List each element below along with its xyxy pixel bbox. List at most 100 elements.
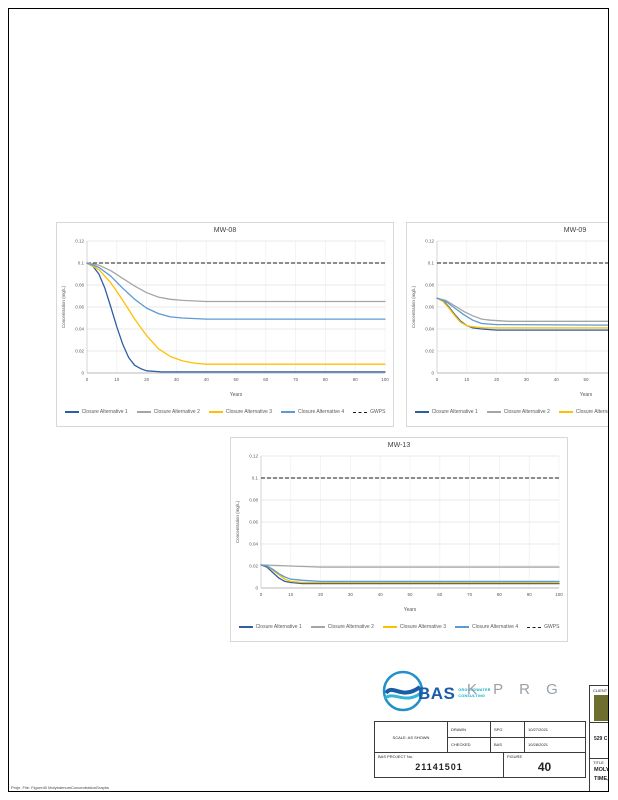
svg-text:0: 0 bbox=[431, 371, 434, 376]
project-cell: BAS PROJECT No. 21141501 bbox=[375, 753, 504, 777]
svg-text:0.02: 0.02 bbox=[75, 349, 84, 354]
legend-label: Closure Alternative 2 bbox=[153, 409, 200, 415]
svg-text:0.12: 0.12 bbox=[75, 239, 84, 244]
legend-line-icon bbox=[208, 411, 223, 413]
drawn-label: DRAWN bbox=[451, 726, 466, 732]
svg-text:0: 0 bbox=[260, 592, 263, 597]
svg-text:0.1: 0.1 bbox=[78, 261, 85, 266]
svg-text:Years: Years bbox=[230, 392, 243, 398]
checked-row: CHECKED BAS 10/28/2021 bbox=[448, 736, 585, 752]
svg-text:20: 20 bbox=[318, 592, 324, 597]
svg-text:30: 30 bbox=[348, 592, 354, 597]
legend-item: Closure Alternative 1 bbox=[238, 624, 302, 630]
svg-text:60: 60 bbox=[263, 377, 269, 382]
client-logo-icon bbox=[594, 695, 608, 721]
legend-label: Closure Alternative 3 bbox=[399, 624, 446, 630]
svg-text:80: 80 bbox=[323, 377, 329, 382]
divider bbox=[590, 722, 608, 723]
legend-label: Closure Alternative 1 bbox=[431, 409, 478, 415]
svg-text:0.06: 0.06 bbox=[75, 305, 84, 310]
legend-line-icon bbox=[310, 626, 325, 628]
kprg-logo: K P R G bbox=[467, 681, 564, 698]
checked-by: BAS bbox=[490, 737, 524, 752]
checked-label: CHECKED bbox=[451, 742, 471, 748]
svg-text:0.08: 0.08 bbox=[425, 283, 434, 288]
chart-title: MW-13 bbox=[387, 442, 411, 449]
legend-label: Closure Alternative 3 bbox=[225, 409, 272, 415]
legend-label: GWPS bbox=[544, 624, 560, 630]
svg-text:Years: Years bbox=[404, 607, 417, 613]
legend-line-icon bbox=[281, 411, 295, 413]
svg-text:0.1: 0.1 bbox=[252, 476, 259, 481]
legend-item: Closure Alternative 4 bbox=[281, 409, 344, 415]
chart-legend: Closure Alternative 1 Closure Alternative… bbox=[407, 402, 608, 422]
divider bbox=[590, 758, 608, 759]
title-label: TITLE bbox=[593, 760, 604, 765]
svg-text:0.12: 0.12 bbox=[249, 454, 258, 459]
figure-number: 40 bbox=[537, 759, 552, 774]
svg-text:20: 20 bbox=[494, 377, 500, 382]
svg-text:10: 10 bbox=[288, 592, 294, 597]
legend-line-icon bbox=[558, 411, 573, 413]
bas-logo-text: BAS bbox=[418, 683, 456, 703]
legend-dashed-line-icon bbox=[353, 411, 368, 413]
legend-label: Closure Alternative 2 bbox=[503, 409, 550, 415]
svg-text:Concentration (mg/L): Concentration (mg/L) bbox=[235, 500, 240, 543]
drawn-date: 10/27/2021 bbox=[524, 722, 585, 737]
svg-text:50: 50 bbox=[233, 377, 239, 382]
chart-title: MW-08 bbox=[213, 227, 237, 234]
legend-line-icon bbox=[64, 411, 79, 413]
chart-title: MW-09 bbox=[563, 227, 587, 234]
title-block: SCALE: AS SHOWN DRAWN SPG 10/27/2021 CHE… bbox=[374, 721, 586, 778]
svg-text:0: 0 bbox=[436, 377, 439, 382]
figure-cell: FIGURE 40 bbox=[504, 753, 585, 777]
project-number: 21141501 bbox=[415, 761, 463, 772]
drawn-by: SPG bbox=[490, 722, 524, 737]
legend-item: Closure Alternative 3 bbox=[558, 409, 608, 415]
svg-text:0.04: 0.04 bbox=[249, 542, 258, 547]
svg-text:0: 0 bbox=[86, 377, 89, 382]
svg-text:30: 30 bbox=[174, 377, 180, 382]
bas-logo-icon bbox=[381, 669, 425, 718]
legend-item: Closure Alternative 4 bbox=[455, 624, 518, 630]
legend-item: Closure Alternative 1 bbox=[64, 409, 128, 415]
legend-item: GWPS bbox=[527, 624, 559, 630]
project-label: BAS PROJECT No. bbox=[378, 754, 414, 759]
svg-text:Concentration (mg/L): Concentration (mg/L) bbox=[61, 285, 66, 328]
svg-text:0.04: 0.04 bbox=[425, 327, 434, 332]
legend-label: Closure Alternative 3 bbox=[575, 409, 608, 415]
legend-item: Closure Alternative 2 bbox=[136, 409, 200, 415]
svg-text:0.06: 0.06 bbox=[249, 520, 258, 525]
svg-text:10: 10 bbox=[114, 377, 120, 382]
title-block-top-row: SCALE: AS SHOWN DRAWN SPG 10/27/2021 CHE… bbox=[375, 722, 585, 753]
legend-item: Closure Alternative 2 bbox=[310, 624, 374, 630]
legend-line-icon bbox=[486, 411, 501, 413]
svg-text:0.08: 0.08 bbox=[75, 283, 84, 288]
figure-title-line1: MOLYB bbox=[594, 767, 608, 773]
chart-mw13: MW-13 0 0.02 0.04 0.06 0.08 0.1 0.12 0 10 20 30 40 5… bbox=[230, 437, 568, 642]
chart-legend: Closure Alternative 1 Closure Alternative… bbox=[231, 617, 567, 637]
drawn-checked-cells: DRAWN SPG 10/27/2021 CHECKED BAS 10/28/2… bbox=[448, 722, 585, 752]
svg-text:0.02: 0.02 bbox=[249, 564, 258, 569]
page-border: MW-08 0 0.02 0.04 0.06 0.08 0.1 0.12 0 10 20 30 40 5… bbox=[8, 8, 609, 792]
bas-sub-line1: GROUNDWATER bbox=[458, 688, 491, 693]
legend-line-icon bbox=[238, 626, 253, 628]
chart-mw09: MW-09 0 0.02 0.04 0.06 0.08 0.1 0.12 0 10 20 30 40 5… bbox=[406, 222, 608, 427]
legend-item: Closure Alternative 1 bbox=[414, 409, 478, 415]
client-label: CLIENT bbox=[593, 688, 608, 693]
svg-text:70: 70 bbox=[467, 592, 473, 597]
svg-text:30: 30 bbox=[524, 377, 530, 382]
svg-text:40: 40 bbox=[378, 592, 384, 597]
svg-text:90: 90 bbox=[353, 377, 359, 382]
legend-label: Closure Alternative 1 bbox=[255, 624, 302, 630]
svg-text:10: 10 bbox=[464, 377, 470, 382]
chart-mw08: MW-08 0 0.02 0.04 0.06 0.08 0.1 0.12 0 10 20 30 40 5… bbox=[56, 222, 394, 427]
project-file-note: Proje. File: Figure40 MolybdenumConcentr… bbox=[11, 785, 110, 790]
svg-text:70: 70 bbox=[293, 377, 299, 382]
svg-text:40: 40 bbox=[204, 377, 210, 382]
svg-text:0: 0 bbox=[81, 371, 84, 376]
legend-item: Closure Alternative 2 bbox=[486, 409, 550, 415]
scale-cell: SCALE: AS SHOWN bbox=[375, 722, 448, 752]
svg-text:50: 50 bbox=[583, 377, 589, 382]
